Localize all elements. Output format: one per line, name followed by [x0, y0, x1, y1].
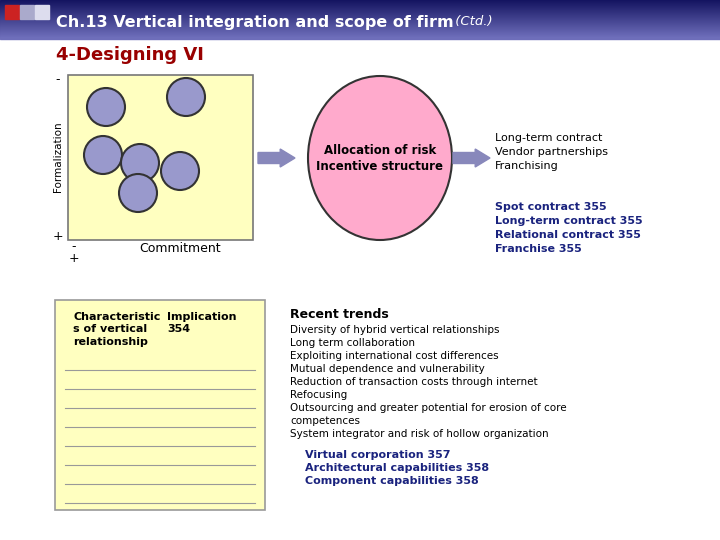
Bar: [0, 8, 720, 10]
Bar: [0, 25, 720, 26]
Polygon shape: [453, 149, 490, 167]
Text: Characteristic
s of vertical
relationship: Characteristic s of vertical relationshi…: [73, 312, 161, 347]
Bar: [0, 36, 720, 37]
Bar: [0, 5, 720, 6]
Bar: [0, 21, 720, 23]
Text: +: +: [53, 230, 63, 242]
Text: Implication
354: Implication 354: [167, 312, 236, 334]
Text: System integrator and risk of hollow organization: System integrator and risk of hollow org…: [290, 429, 549, 439]
Bar: [0, 13, 720, 15]
Bar: [0, 14, 720, 16]
Text: Incentive structure: Incentive structure: [317, 160, 444, 173]
Text: 4-Designing VI: 4-Designing VI: [56, 46, 204, 64]
Text: Diversity of hybrid vertical relationships: Diversity of hybrid vertical relationshi…: [290, 325, 500, 335]
Text: Refocusing: Refocusing: [290, 390, 347, 400]
Bar: [0, 9, 720, 10]
Bar: [0, 22, 720, 24]
Text: Allocation of risk: Allocation of risk: [324, 145, 436, 158]
Bar: [0, 27, 720, 29]
Text: Vendor partnerships: Vendor partnerships: [495, 147, 608, 157]
Bar: [0, 1, 720, 3]
Bar: [0, 31, 720, 32]
Bar: [0, 32, 720, 33]
Text: competences: competences: [290, 416, 360, 426]
Bar: [0, 17, 720, 18]
Bar: [0, 10, 720, 11]
Bar: [0, 20, 720, 22]
Ellipse shape: [308, 76, 452, 240]
Text: Virtual corporation 357: Virtual corporation 357: [305, 450, 451, 460]
Bar: [0, 3, 720, 4]
Text: Franchise 355: Franchise 355: [495, 244, 582, 254]
Bar: [0, 7, 720, 9]
Text: Mutual dependence and vulnerability: Mutual dependence and vulnerability: [290, 364, 485, 374]
Bar: [0, 18, 720, 19]
Text: Reduction of transaction costs through internet: Reduction of transaction costs through i…: [290, 377, 538, 387]
Text: Recent trends: Recent trends: [290, 308, 389, 321]
Bar: [5, 5, 19, 19]
FancyBboxPatch shape: [55, 300, 265, 510]
Text: Spot contract 355: Spot contract 355: [495, 202, 607, 212]
Text: Long-term contract: Long-term contract: [495, 133, 603, 143]
Text: Formalization: Formalization: [53, 122, 63, 192]
Text: Franchising: Franchising: [495, 161, 559, 171]
Bar: [0, 2, 720, 3]
Ellipse shape: [161, 152, 199, 190]
Text: Outsourcing and greater potential for erosion of core: Outsourcing and greater potential for er…: [290, 403, 567, 413]
Text: +: +: [68, 252, 79, 265]
Bar: [0, 15, 720, 17]
Bar: [0, 19, 720, 21]
Bar: [0, 16, 720, 17]
Ellipse shape: [87, 88, 125, 126]
Polygon shape: [258, 149, 295, 167]
Bar: [0, 30, 720, 31]
Text: Exploiting international cost differences: Exploiting international cost difference…: [290, 351, 499, 361]
Text: Commitment: Commitment: [139, 241, 221, 254]
Text: -: -: [72, 240, 76, 253]
Bar: [0, 35, 720, 37]
Bar: [0, 4, 720, 5]
Bar: [0, 23, 720, 24]
Text: Relational contract 355: Relational contract 355: [495, 230, 641, 240]
Text: Architectural capabilities 358: Architectural capabilities 358: [305, 463, 489, 473]
Bar: [0, 29, 720, 30]
Ellipse shape: [121, 144, 159, 182]
Bar: [0, 37, 720, 38]
Text: Component capabilities 358: Component capabilities 358: [305, 476, 479, 486]
Bar: [0, 26, 720, 28]
Text: (Ctd.): (Ctd.): [451, 16, 492, 29]
Ellipse shape: [84, 136, 122, 174]
Bar: [0, 11, 720, 12]
Text: -: -: [55, 73, 60, 86]
Bar: [0, 28, 720, 30]
Text: Ch.13 Vertical integration and scope of firm: Ch.13 Vertical integration and scope of …: [56, 15, 454, 30]
FancyBboxPatch shape: [68, 75, 253, 240]
Bar: [35, 5, 49, 19]
Text: Long term collaboration: Long term collaboration: [290, 338, 415, 348]
Text: Long-term contract 355: Long-term contract 355: [495, 216, 643, 226]
Bar: [0, 12, 720, 14]
Ellipse shape: [167, 78, 205, 116]
Bar: [0, 6, 720, 8]
Bar: [20, 5, 34, 19]
Ellipse shape: [119, 174, 157, 212]
Bar: [0, 33, 720, 35]
Bar: [0, 24, 720, 25]
Bar: [0, 34, 720, 36]
Bar: [0, 0, 720, 2]
